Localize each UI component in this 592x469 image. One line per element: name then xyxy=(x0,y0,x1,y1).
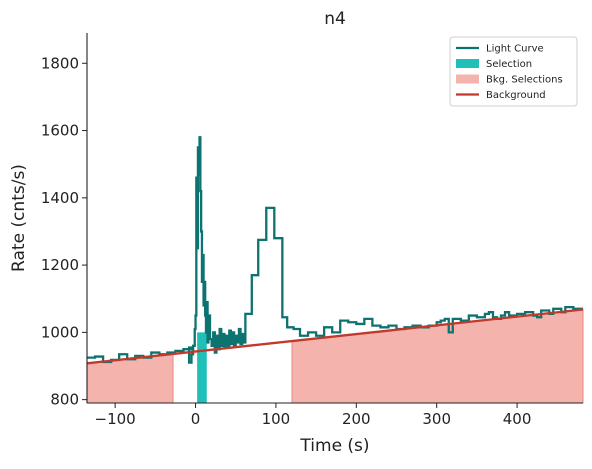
legend: Light Curve Selection Bkg. Selections Backg… xyxy=(449,36,578,107)
x-tick-label: 0 xyxy=(191,410,201,428)
selection-region xyxy=(197,332,207,403)
y-tick-label: 1000 xyxy=(41,323,79,341)
legend-box xyxy=(449,36,578,107)
light-curve-series xyxy=(87,136,583,364)
y-tick-label: 1400 xyxy=(41,189,79,207)
y-tick-label: 800 xyxy=(50,391,79,409)
legend-swatch xyxy=(456,74,479,84)
y-tick-label: 1800 xyxy=(41,54,79,72)
x-tick-label: 200 xyxy=(342,410,371,428)
x-axis-label: Time (s) xyxy=(299,436,369,456)
chart-title: n4 xyxy=(324,9,346,29)
x-tick-label: 100 xyxy=(262,410,291,428)
background-fit-line xyxy=(86,308,584,365)
x-tick-label: 300 xyxy=(422,410,451,428)
x-tick-label: −100 xyxy=(95,410,136,428)
x-tick-label: 400 xyxy=(503,410,532,428)
legend-entry: Selection xyxy=(486,59,532,70)
legend-swatch xyxy=(456,59,479,68)
y-axis-label: Rate (cnts/s) xyxy=(9,164,29,272)
y-tick-label: 1600 xyxy=(41,122,79,140)
y-tick-label: 1200 xyxy=(41,256,79,274)
legend-entry: Light Curve xyxy=(486,44,544,55)
legend-entry: Bkg. Selections xyxy=(486,75,563,86)
legend-entry: Background xyxy=(486,90,546,101)
